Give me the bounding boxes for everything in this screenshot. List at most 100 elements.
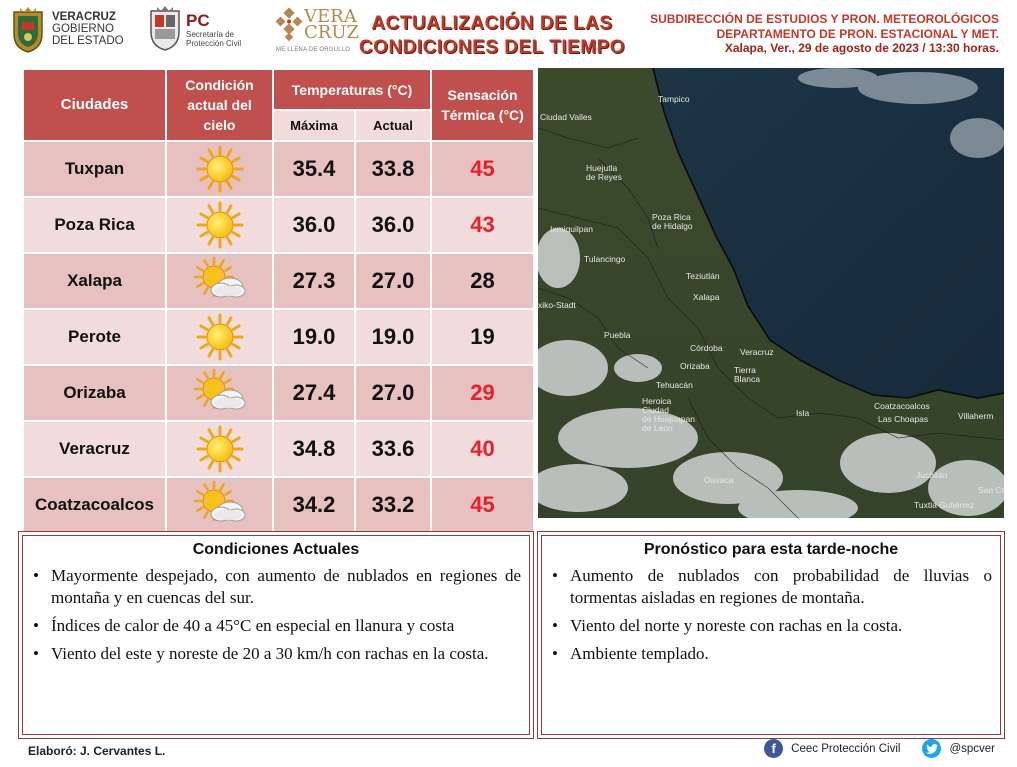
map-label: Huejutla [586, 163, 617, 173]
current-conditions-title: Condiciones Actuales [192, 541, 360, 558]
map-label: Teziutlán [686, 271, 720, 281]
map-label: Ciudad Valles [540, 112, 592, 122]
map-label: Blanca [734, 374, 760, 384]
map-label: Las Choapas [878, 414, 928, 424]
city-name: Orizaba [22, 364, 167, 422]
current-temp: 33.8 [353, 140, 433, 198]
header-max: Máxima [272, 109, 356, 142]
list-item: Viento del norte y noreste con rachas en… [550, 615, 992, 637]
civil-protection-shield-icon [150, 6, 180, 51]
table-row: Poza Rica 36.0 36.0 43 [22, 196, 536, 254]
map-label: Xalapa [693, 292, 720, 302]
forecast-title: Pronóstico para esta tarde-noche [643, 541, 899, 558]
page-title: ACTUALIZACIÓN DE LAS CONDICIONES DEL TIE… [358, 13, 626, 58]
list-item: Aumento de nublados con probabilidad de … [550, 565, 992, 609]
map-label: Córdoba [690, 343, 723, 353]
header: VERACRUZ GOBIERNO DEL ESTADO PC Secretar… [0, 0, 1017, 64]
thermal-sensation: 43 [430, 196, 536, 254]
veracruz-brand-icon [275, 8, 303, 42]
max-temp: 35.4 [272, 140, 356, 198]
sky-condition [165, 420, 274, 478]
map-label: de León [642, 423, 673, 433]
pc-logo-text: PC Secretaría de Protección Civil [186, 11, 242, 49]
satellite-map: Tampico Ciudad Valles Huejutla de Reyes Poza… [538, 68, 1004, 518]
map-label: de Hidalgo [652, 221, 693, 231]
city-name: Tuxpan [22, 140, 167, 198]
max-temp: 19.0 [272, 308, 356, 366]
veracruz-brand-slogan: ME LLENA DE ORGULLO [276, 47, 351, 53]
map-label: Tierra [734, 365, 756, 375]
city-name: Coatzacoalcos [22, 476, 167, 534]
map-label: Poza Rica [652, 212, 691, 222]
twitter-handle[interactable]: @spcver [949, 742, 995, 755]
author-credit: Elaboró: J. Cervantes L. [28, 744, 166, 758]
map-label: Juchitán [916, 470, 948, 480]
sky-condition [165, 476, 274, 534]
header-city: Ciudades [22, 68, 167, 142]
map-label: Coatzacoalcos [874, 401, 930, 411]
map-label: Orizaba [680, 361, 710, 371]
weather-table: Ciudades Condición actual del cielo Temp… [22, 67, 536, 534]
thermal-sensation: 45 [430, 140, 536, 198]
current-temp: 19.0 [353, 308, 433, 366]
max-temp: 27.3 [272, 252, 356, 310]
map-label: de Huajuapan [642, 414, 695, 424]
sun-icon [196, 313, 243, 361]
facebook-handle[interactable]: Ceec Protección Civil [791, 742, 901, 755]
forecast-panel: Pronóstico para esta tarde-noche Aumento… [537, 531, 1005, 739]
list-item: Índices de calor de 40 a 45°C en especia… [31, 615, 521, 637]
social-links: f Ceec Protección Civil @spcver [764, 739, 995, 758]
table-row: Coatzacoalcos 34.2 33.2 45 [22, 476, 536, 534]
map-label: Tehuacán [656, 380, 693, 390]
current-temp: 36.0 [353, 196, 433, 254]
thermal-sensation: 40 [430, 420, 536, 478]
map-label: San Cr [978, 485, 1004, 495]
header-current: Actual [353, 109, 433, 142]
current-temp: 33.6 [353, 420, 433, 478]
veracruz-brand-text: VERA CRUZ [304, 6, 360, 43]
map-label: Tuxtla Gutiérrez [914, 500, 974, 510]
header-sensation: Sensación Térmica (°C) [430, 68, 536, 142]
map-label: Isla [796, 408, 810, 418]
current-temp: 27.0 [353, 364, 433, 422]
map-label: Tampico [658, 94, 690, 104]
table-row: Veracruz 34.8 33.6 40 [22, 420, 536, 478]
thermal-sensation: 29 [430, 364, 536, 422]
max-temp: 34.8 [272, 420, 356, 478]
list-item: Mayormente despejado, con aumento de nub… [31, 565, 521, 609]
map-label: Heroica [642, 396, 672, 406]
table-row: Xalapa 27.3 27.0 28 [22, 252, 536, 310]
current-conditions-list: Mayormente despejado, con aumento de nub… [31, 565, 521, 665]
map-label: Villaherm [958, 411, 993, 421]
max-temp: 34.2 [272, 476, 356, 534]
thermal-sensation: 28 [430, 252, 536, 310]
sky-condition [165, 196, 274, 254]
sky-condition [165, 140, 274, 198]
city-name: Xalapa [22, 252, 167, 310]
forecast-list: Aumento de nublados con probabilidad de … [550, 565, 992, 665]
city-name: Veracruz [22, 420, 167, 478]
partly-cloudy-icon [193, 481, 245, 522]
header-condition: Condición actual del cielo [165, 68, 274, 142]
sky-condition [165, 252, 274, 310]
sky-condition [165, 308, 274, 366]
veracruz-logo-text: VERACRUZ GOBIERNO DEL ESTADO [52, 11, 124, 47]
thermal-sensation: 19 [430, 308, 536, 366]
header-temperatures: Temperaturas (°C) [271, 67, 433, 112]
current-temp: 27.0 [353, 252, 433, 310]
map-label: de Reyes [586, 172, 622, 182]
current-conditions-panel: Condiciones Actuales Mayormente despejad… [18, 531, 534, 739]
city-name: Perote [22, 308, 167, 366]
report-date: Xalapa, Ver., 29 de agosto de 2023 / 13:… [724, 41, 999, 55]
sun-icon [196, 201, 243, 249]
twitter-icon[interactable] [922, 739, 942, 758]
map-label: Oaxaca [704, 475, 734, 485]
map-label: xiko-Stadt [538, 300, 576, 310]
list-item: Viento del este y noreste de 20 a 30 km/… [31, 643, 521, 665]
thermal-sensation: 45 [430, 476, 536, 534]
facebook-icon[interactable]: f [764, 739, 784, 758]
current-temp: 33.2 [353, 476, 433, 534]
table-row: Tuxpan 35.4 33.8 45 [22, 140, 536, 198]
